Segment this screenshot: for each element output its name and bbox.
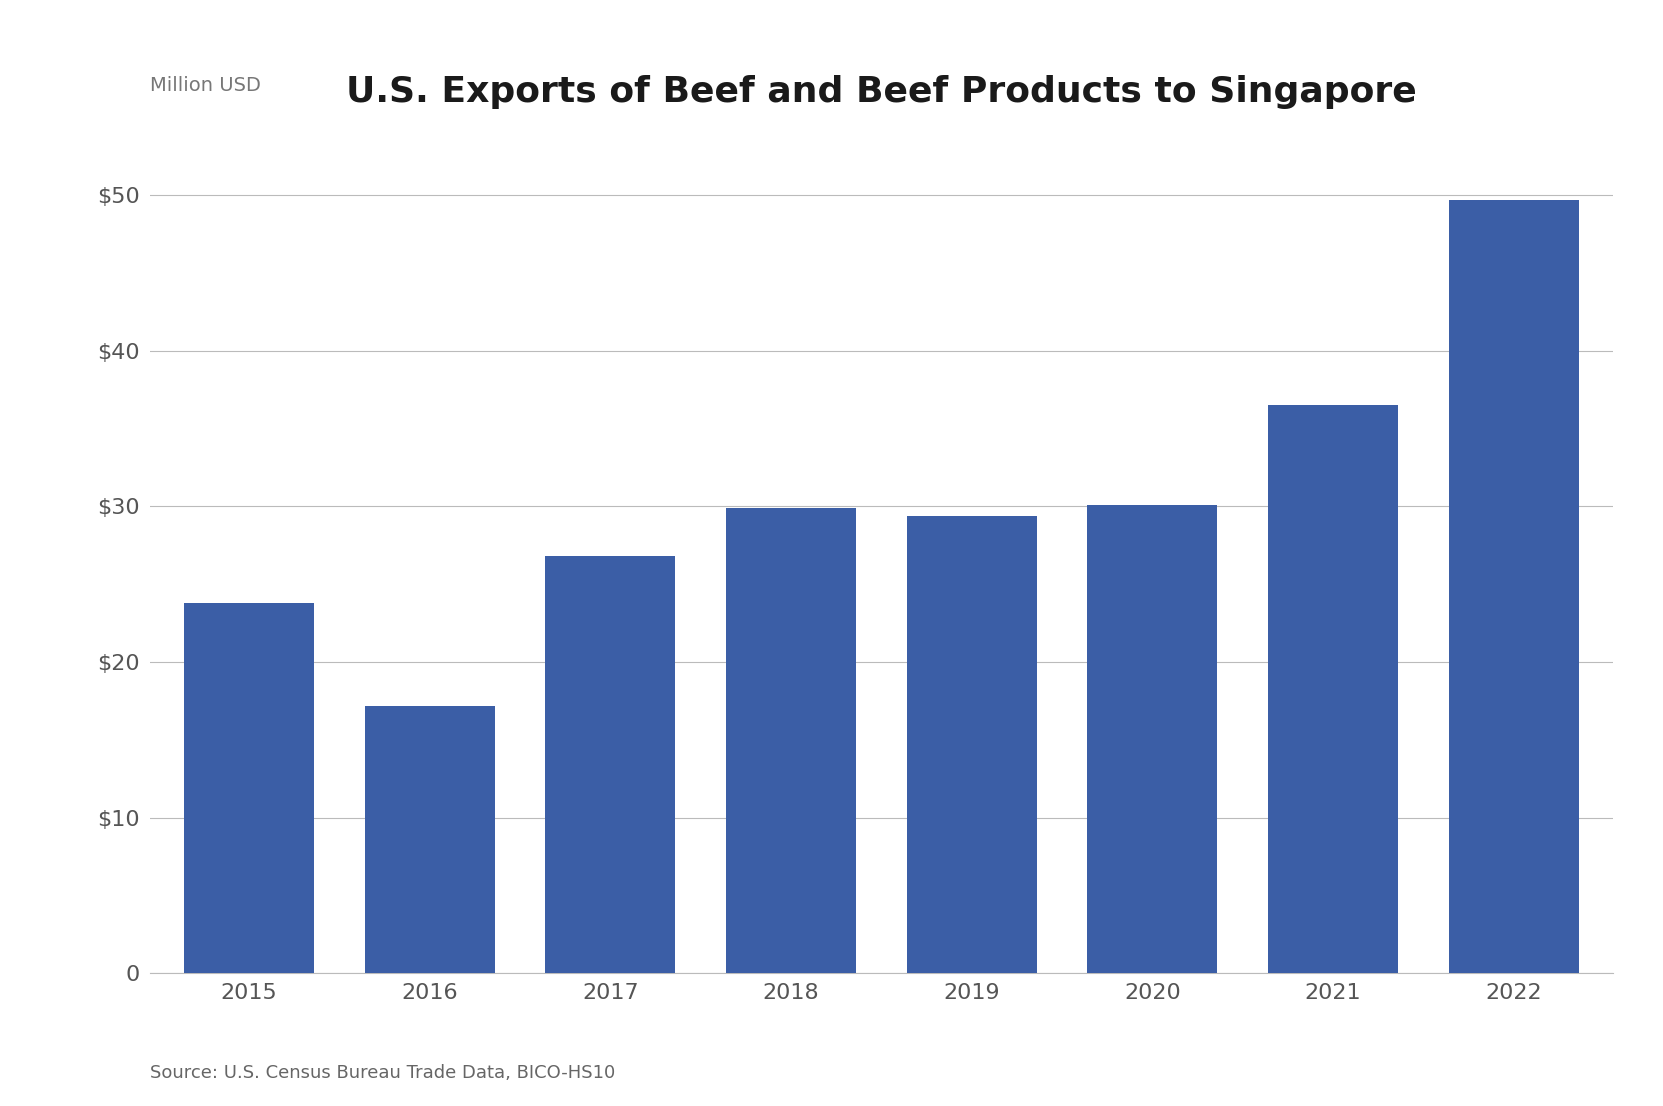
Text: Source: U.S. Census Bureau Trade Data, BICO-HS10: Source: U.S. Census Bureau Trade Data, B… xyxy=(150,1064,615,1083)
Bar xyxy=(1267,405,1399,973)
Bar xyxy=(364,706,496,973)
Bar xyxy=(545,556,675,973)
Title: U.S. Exports of Beef and Beef Products to Singapore: U.S. Exports of Beef and Beef Products t… xyxy=(346,75,1417,109)
Bar xyxy=(185,603,314,973)
Bar xyxy=(1088,504,1217,973)
Bar xyxy=(906,515,1036,973)
Bar xyxy=(1448,200,1578,973)
Text: Million USD: Million USD xyxy=(150,76,261,95)
Bar xyxy=(727,508,856,973)
